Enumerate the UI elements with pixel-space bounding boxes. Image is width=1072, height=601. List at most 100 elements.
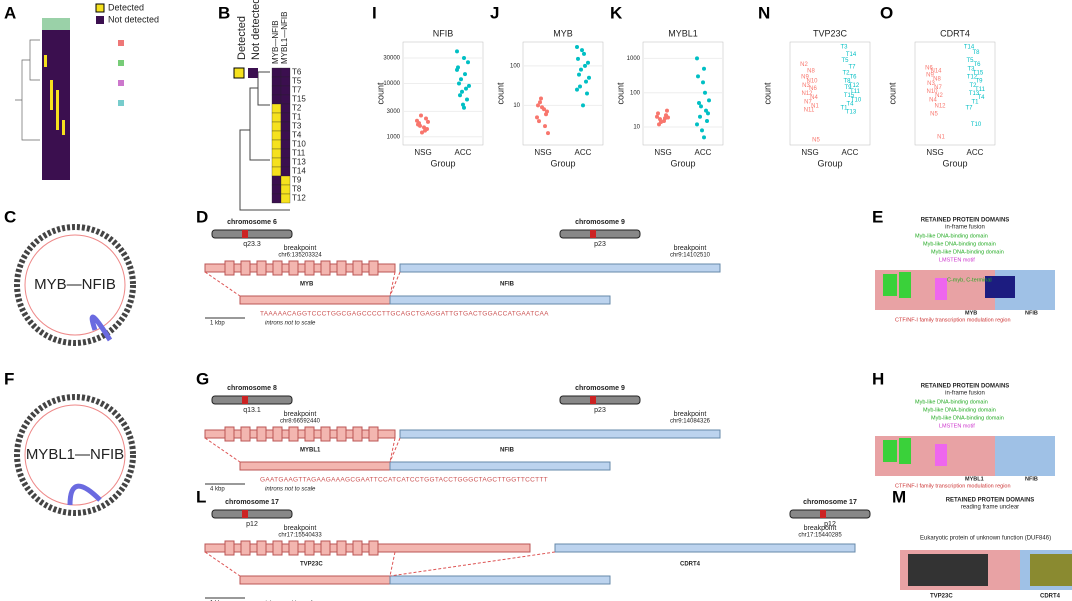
cell [280,184,291,195]
point [540,105,544,110]
cell [271,94,282,105]
cell [271,139,282,150]
point [538,100,542,105]
exon [288,540,299,556]
domain [899,272,911,298]
gene-track [204,429,396,439]
cell [271,103,282,114]
panel-letter: J [490,3,499,22]
y-tick-label: 3000 [387,109,401,115]
cell [280,121,291,132]
fused-right [389,461,611,471]
point-label: N6 [925,65,933,71]
point [575,87,579,92]
ideogram-band [242,230,248,238]
panel-letter: B [218,3,230,22]
label: breakpoint [284,411,317,418]
point [424,116,428,121]
exon [368,426,379,442]
band-label: q13.1 [243,407,261,414]
point [426,119,430,124]
protein-right [995,436,1055,476]
exon [288,260,299,276]
point-label: T15 [973,70,984,76]
band-label: p23 [594,241,606,248]
cell [271,85,282,96]
circos-label: MYB—NFIB [34,276,116,293]
point [537,119,541,124]
gene-track [204,263,396,273]
point [579,67,583,72]
label: NFIB [500,448,515,454]
point-label: T11 [975,87,986,93]
ideogram-band [820,510,826,518]
panel-letter: M [892,487,906,506]
fused-left [239,575,391,585]
point-label: N2 [800,62,808,68]
label: breakpoint [284,245,317,252]
label: MYBL1 [965,476,984,482]
point-label: T5 [841,58,849,64]
point-label: T13 [846,110,857,116]
domain [935,444,947,466]
circos-f [14,394,136,516]
label: 1 kbp [210,321,225,327]
panel-letter: I [372,3,377,22]
label: NFIB [1025,310,1038,316]
label: chr17:15440285 [798,533,842,539]
label: introns not to scale [265,321,316,327]
point [706,111,710,116]
header: Detected [236,16,248,60]
point-label: T2 [842,70,850,76]
row-label: T4 [292,131,302,140]
point-label: T12 [967,75,978,81]
point [695,56,699,61]
exon [320,540,331,556]
chrom-label: chromosome 17 [803,499,857,506]
point-label: N7 [804,99,812,105]
x-tick-label: ACC [575,148,592,157]
point-label: T14 [964,45,975,51]
label: CDRT4 [680,562,701,568]
cell [280,148,291,159]
point [458,93,462,98]
point [463,72,467,77]
cell [280,157,291,168]
point [419,113,423,118]
label: in-frame fusion [945,225,985,231]
point-label: T1 [971,99,979,105]
exon [288,426,299,442]
row-label: T12 [292,194,306,203]
row-label: T1 [292,113,302,122]
point-label: T4 [846,101,854,107]
row-label: T10 [292,140,306,149]
exon [256,260,267,276]
exon [304,540,315,556]
band-label: p12 [246,521,258,528]
label: introns not to scale [265,487,316,493]
exon [368,540,379,556]
row-label: T13 [292,158,306,167]
point-label: T11 [850,89,861,95]
y-tick-label: 100 [630,90,641,96]
gene-track [204,543,531,553]
y-tick-label: 10000 [383,81,400,87]
row-label: T5 [292,77,302,86]
exon [272,260,283,276]
point-label: T12 [849,83,860,89]
label: chr8:66592440 [280,419,321,425]
fusion-connector [204,437,401,463]
plot-area [402,41,484,146]
domain [1030,554,1072,586]
point [420,130,424,135]
chrom-label: chromosome 9 [575,219,625,226]
cell [271,67,282,78]
point-label: N9 [801,75,809,81]
point [536,103,540,108]
ideogram [559,229,641,239]
panel-letter: D [196,207,208,226]
point-label: T8 [843,79,851,85]
cell [271,148,282,159]
chrom-label: chromosome 17 [225,499,279,506]
point-label: T4 [977,95,985,101]
